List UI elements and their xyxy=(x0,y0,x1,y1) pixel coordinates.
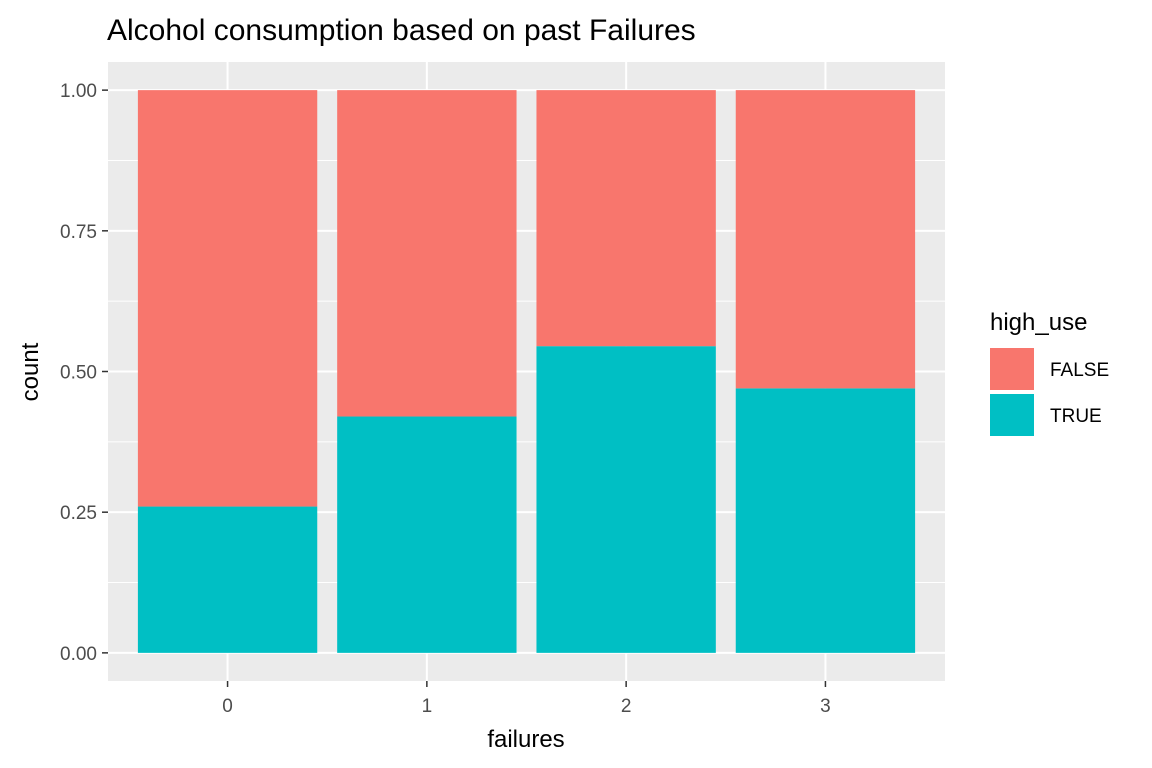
x-tick-label: 2 xyxy=(621,696,632,717)
y-tick-label: 0.50 xyxy=(60,363,97,384)
x-tick-label: 1 xyxy=(422,696,433,717)
y-tick-label: 1.00 xyxy=(60,81,97,102)
y-axis: 0.00 0.25 0.50 0.75 1.00 xyxy=(60,81,108,665)
bars xyxy=(137,90,916,653)
legend-key-false xyxy=(990,348,1034,390)
y-tick-label: 0.75 xyxy=(60,222,97,243)
bar-1-true xyxy=(337,416,517,653)
x-tick-label: 3 xyxy=(820,696,831,717)
bar-0-true xyxy=(137,506,318,653)
bar-2-true xyxy=(536,346,716,653)
legend-title: high_use xyxy=(990,309,1087,336)
bar-0-false xyxy=(137,90,318,507)
legend-label-true: TRUE xyxy=(1050,406,1102,427)
chart-title: Alcohol consumption based on past Failur… xyxy=(107,14,696,47)
y-tick-label: 0.25 xyxy=(60,503,97,524)
x-tick-label: 0 xyxy=(222,696,233,717)
bar-3-true xyxy=(735,388,916,653)
x-axis: 0 1 2 3 xyxy=(222,681,831,717)
bar-3-false xyxy=(735,90,916,389)
legend-key-true xyxy=(990,394,1034,436)
y-tick-label: 0.00 xyxy=(60,644,97,665)
bar-1-false xyxy=(337,90,517,417)
legend: high_use FALSE TRUE xyxy=(990,309,1109,436)
y-axis-title: count xyxy=(17,342,44,401)
legend-label-false: FALSE xyxy=(1050,360,1109,381)
x-axis-title: failures xyxy=(487,726,564,753)
bar-2-false xyxy=(536,90,716,347)
